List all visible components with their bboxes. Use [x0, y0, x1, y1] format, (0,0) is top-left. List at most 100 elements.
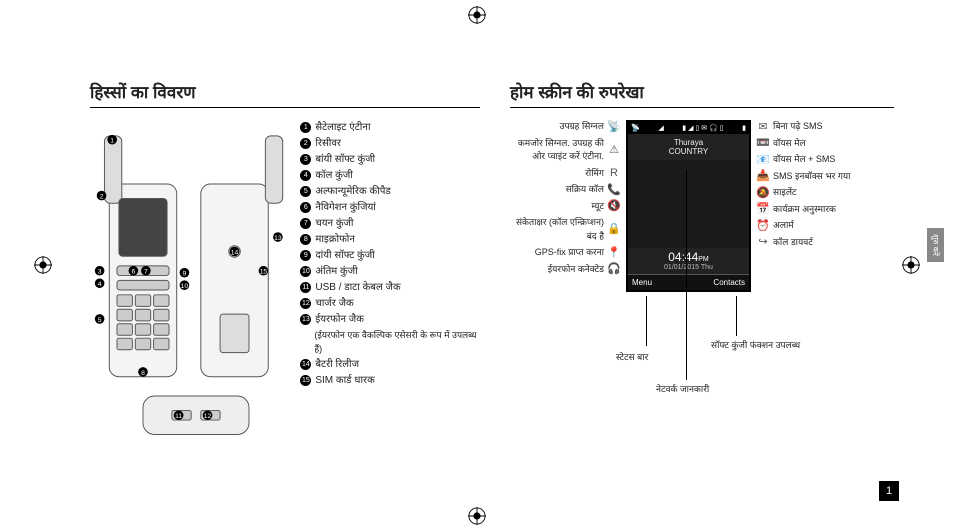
status-icon-row: 🔕 साइलेंट: [757, 186, 877, 200]
parts-list-item: 15SIM कार्ड धारक: [300, 373, 480, 389]
part-label: रिसीवर: [315, 136, 341, 152]
icon-label: म्यूट: [591, 200, 604, 214]
part-number-badge: 9: [300, 250, 311, 261]
svg-text:11: 11: [175, 413, 182, 420]
svg-text:15: 15: [260, 269, 268, 276]
parts-list-item: 7 चयन कुंजी: [300, 216, 480, 232]
part-number-badge: 8: [300, 234, 311, 245]
status-icon: 📞: [608, 184, 620, 196]
part-number-badge: 4: [300, 170, 311, 181]
icon-label: कॉल डायवर्ट: [773, 236, 813, 250]
left-softkey[interactable]: Menu: [632, 278, 652, 287]
part-number-badge: 7: [300, 218, 311, 229]
battery-icon: ▮: [742, 124, 746, 132]
page-number: 1: [879, 481, 899, 501]
icon-label: उपग्रह सिग्नल: [560, 120, 604, 134]
status-icon: ⚠: [608, 144, 620, 156]
network-info: Thuraya COUNTRY: [628, 134, 749, 160]
part-number-badge: 10: [300, 266, 311, 277]
status-icon-row: रोमिंग R: [510, 167, 620, 181]
icon-label: सक्रिय कॉल: [566, 183, 604, 197]
status-icon: 📅: [757, 203, 769, 215]
status-icon-row: संकेताक्षर (कॉल एन्क्रिप्शन) बंद है🔒: [510, 216, 620, 243]
part-label: USB / डाटा केबल जैक: [315, 280, 400, 296]
part-label: चयन कुंजी: [315, 216, 353, 232]
svg-text:13: 13: [274, 235, 282, 242]
part-number-badge: 6: [300, 202, 311, 213]
part-label: बैटरी रिलीज: [315, 357, 359, 373]
status-icon: ✉: [757, 121, 769, 133]
icon-label: बिना पढ़े SMS: [773, 120, 822, 134]
part-label: नैविगेशन कुंजियां: [315, 200, 376, 216]
icon-label: अलार्म: [773, 219, 794, 233]
part-subnote: (ईयरफोन एक वैकल्पिक एसेसरी के रूप में उप…: [314, 328, 480, 357]
icon-label: कमजोर सिग्नल. उपग्रह की ओर प्वाइंट करें …: [510, 137, 604, 164]
status-icon-row: ✉ बिना पढ़े SMS: [757, 120, 877, 134]
svg-text:1: 1: [110, 138, 114, 145]
left-icon-labels: उपग्रह सिग्नल📡 कमजोर सिग्नल. उपग्रह की ओर…: [510, 120, 620, 279]
phone-diagram: 1 2 3 4 5 6 7 8 9 10 11 12 13 14: [90, 120, 292, 460]
parts-list-item: 8माइक्रोफोन: [300, 232, 480, 248]
bars-icon: ◢: [658, 124, 663, 132]
status-icons: ▮ ◢ ▯ ✉ 🎧 ▯: [682, 124, 723, 132]
icon-label: वॉयस मेल + SMS: [773, 153, 835, 167]
icon-label: SMS इनबॉक्स भर गया: [773, 170, 850, 184]
status-icon: 🔕: [757, 187, 769, 199]
part-label: SIM कार्ड धारक: [315, 373, 374, 389]
svg-text:10: 10: [181, 283, 189, 290]
svg-text:2: 2: [100, 193, 104, 200]
part-number-badge: 1: [300, 122, 311, 133]
status-icon-row: सक्रिय कॉल 📞: [510, 183, 620, 197]
status-icon: 🎧: [608, 263, 620, 275]
parts-list-item: 13ईयरफोन जैक: [300, 312, 480, 328]
status-icon: 📧: [757, 154, 769, 166]
country-label: COUNTRY: [628, 147, 749, 156]
status-icon: 📥: [757, 170, 769, 182]
part-number-badge: 14: [300, 359, 311, 370]
status-icon-row: ईयरफोन कनेक्टेड 🎧: [510, 263, 620, 277]
status-icon: R: [608, 167, 620, 179]
parts-list-item: 1 सैटेलाइट एंटीना: [300, 120, 480, 136]
parts-list-item: 9दांयी सॉफ्ट कुंजी: [300, 248, 480, 264]
parts-list-item: 2रिसीवर: [300, 136, 480, 152]
svg-text:7: 7: [144, 269, 148, 276]
section-title-parts: हिस्सों का विवरण: [90, 80, 480, 108]
svg-text:12: 12: [204, 413, 212, 420]
part-label: अल्फान्यूमेरिक कीपैड: [315, 184, 390, 200]
part-number-badge: 12: [300, 298, 311, 309]
icon-label: रोमिंग: [585, 167, 604, 181]
date-display: 01/01/2015 Thu: [628, 264, 749, 274]
part-number-badge: 3: [300, 154, 311, 165]
svg-text:5: 5: [98, 317, 102, 324]
icon-label: कार्यक्रम अनुस्मारक: [773, 203, 836, 217]
callout-network: नेटवर्क जानकारी: [656, 382, 709, 395]
status-icon-row: उपग्रह सिग्नल📡: [510, 120, 620, 134]
part-number-badge: 11: [300, 282, 311, 293]
icon-label: ईयरफोन कनेक्टेड: [548, 263, 604, 277]
parts-list-item: 14 बैटरी रिलीज: [300, 357, 480, 373]
parts-list-item: 11 USB / डाटा केबल जैक: [300, 280, 480, 296]
icon-label: वॉयस मेल: [773, 137, 806, 151]
status-icon-row: 📧 वॉयस मेल + SMS: [757, 153, 877, 167]
signal-icon: 📡: [631, 124, 640, 132]
registration-mark-icon: [468, 507, 486, 525]
status-icon: 🔇: [608, 200, 620, 212]
right-softkey[interactable]: Contacts: [713, 278, 745, 287]
status-icon: 📼: [757, 137, 769, 149]
part-number-badge: 5: [300, 186, 311, 197]
status-icon-row: म्यूट 🔇: [510, 200, 620, 214]
parts-list-item: 10अंतिम कुंजी: [300, 264, 480, 280]
icon-label: साइलेंट: [773, 186, 796, 200]
parts-list-item: 4 कॉल कुंजी: [300, 168, 480, 184]
status-icon-row: ⏰अलार्म: [757, 219, 877, 233]
status-icon: 📍: [608, 247, 620, 259]
svg-text:8: 8: [141, 370, 145, 377]
svg-text:14: 14: [231, 249, 239, 256]
status-bar: 📡 ◢ ▮ ◢ ▯ ✉ 🎧 ▯ ▮: [628, 122, 749, 134]
screen-body: [628, 160, 749, 248]
svg-text:6: 6: [131, 269, 135, 276]
part-label: कॉल कुंजी: [315, 168, 353, 184]
status-icon: 🔒: [608, 224, 620, 236]
part-label: सैटेलाइट एंटीना: [315, 120, 370, 136]
status-icon-row: 📼 वॉयस मेल: [757, 137, 877, 151]
